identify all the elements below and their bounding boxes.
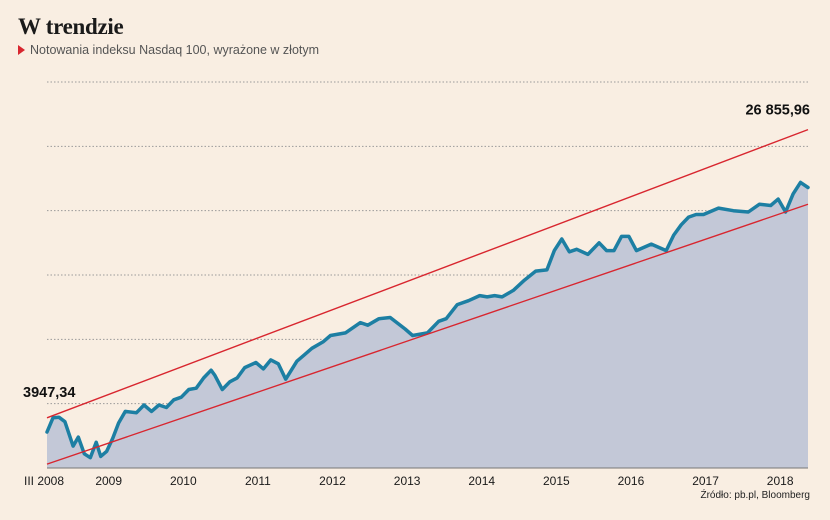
x-tick-label: 2009 (95, 474, 122, 488)
x-tick-labels: III 2008 2009 2010 2011 2012 2013 2014 2015 2016… (24, 474, 794, 488)
chart-subtitle: Notowania indeksu Nasdaq 100, wyrażone w… (18, 43, 319, 57)
trend-line-lower (46, 203, 809, 465)
x-tick-label: 2016 (618, 474, 645, 488)
x-tick-label: 2010 (170, 474, 197, 488)
x-tick-label: 2012 (319, 474, 346, 488)
x-tick-label: 2018 (767, 474, 794, 488)
triangle-marker-icon (18, 45, 25, 55)
x-tick-label: 2013 (394, 474, 421, 488)
source-note: Źródło: pb.pl, Bloomberg (700, 490, 810, 501)
x-tick-label: 2011 (245, 474, 271, 488)
end-value-label: 26 855,96 (745, 102, 810, 118)
subtitle-text: Notowania indeksu Nasdaq 100, wyrażone w… (30, 43, 320, 57)
trend-line-upper (46, 128, 809, 419)
chart-title: W trendzie (18, 14, 124, 39)
series-area (47, 182, 808, 468)
start-value-label: 3947,34 (23, 385, 75, 401)
x-tick-label: 2015 (543, 474, 570, 488)
series-line (45, 180, 810, 460)
x-tick-label: 2017 (692, 474, 719, 488)
x-tick-label: III 2008 (24, 474, 64, 488)
data-labels: 3947,34 26 855,96 (23, 102, 810, 401)
x-tick-label: 2014 (468, 474, 495, 488)
